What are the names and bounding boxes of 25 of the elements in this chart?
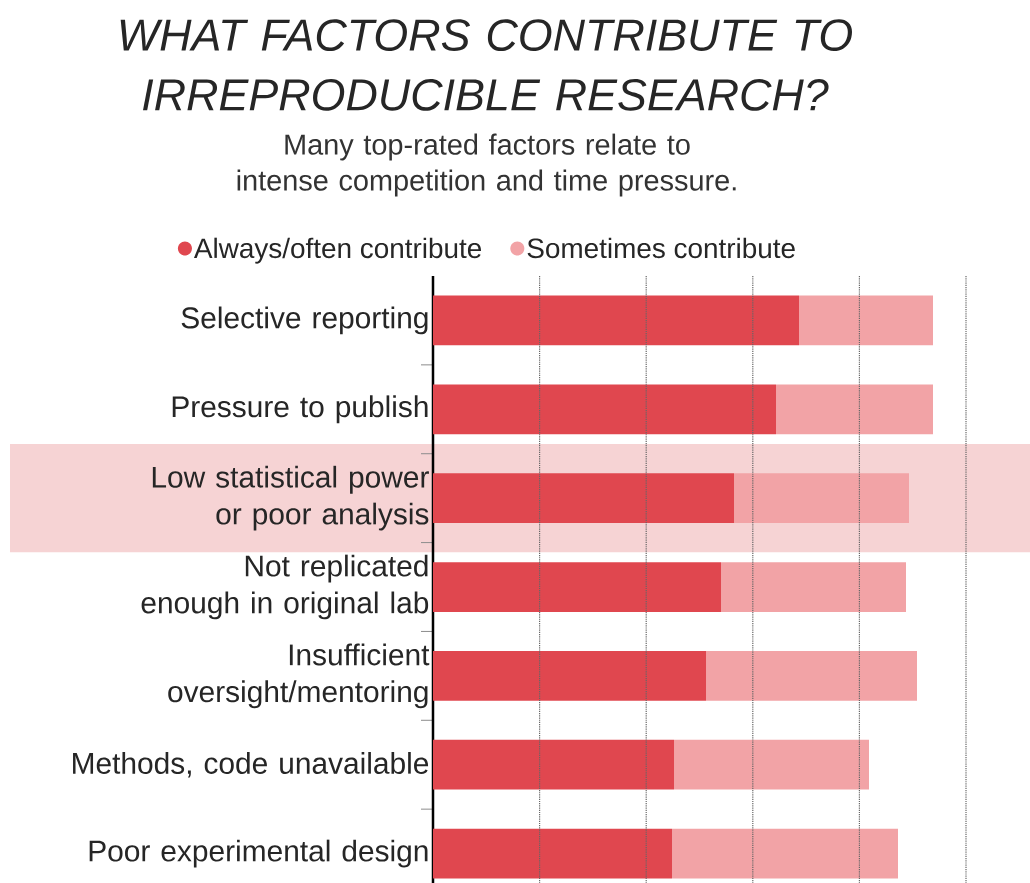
chart-subtitle: Many top-rated factors relate to intense competition and time pressure. (237, 133, 736, 197)
legend-label: Always/often contribute (193, 237, 482, 264)
bar (734, 473, 909, 524)
y-tick-label: Selective reporting (181, 306, 428, 335)
bar (433, 650, 706, 701)
bar (674, 739, 869, 790)
bar (433, 384, 776, 435)
bar (433, 473, 734, 524)
y-tick-label: Methods, code unavailable (73, 751, 429, 778)
bar (799, 295, 933, 346)
bar (672, 828, 898, 879)
y-tick-label: Insufficient oversight/mentoring (168, 643, 430, 709)
bar (721, 562, 906, 612)
bar (776, 384, 933, 435)
bar (433, 295, 799, 346)
bar (433, 828, 672, 879)
y-tick-label: Low statistical power or poor analysis (152, 465, 429, 531)
bar (706, 650, 917, 701)
y-tick-label: Not replicated enough in original lab (141, 554, 429, 620)
legend-label: Sometimes contribute (527, 237, 795, 259)
y-tick-label: Pressure to publish (172, 395, 428, 424)
bar (433, 562, 721, 612)
bar (433, 739, 674, 790)
y-tick-label: Poor experimental design (89, 839, 428, 868)
chart-title: WHAT FACTORS CONTRIBUTE TO IRREPRODUCIBLE RESEARCH? (120, 19, 852, 111)
